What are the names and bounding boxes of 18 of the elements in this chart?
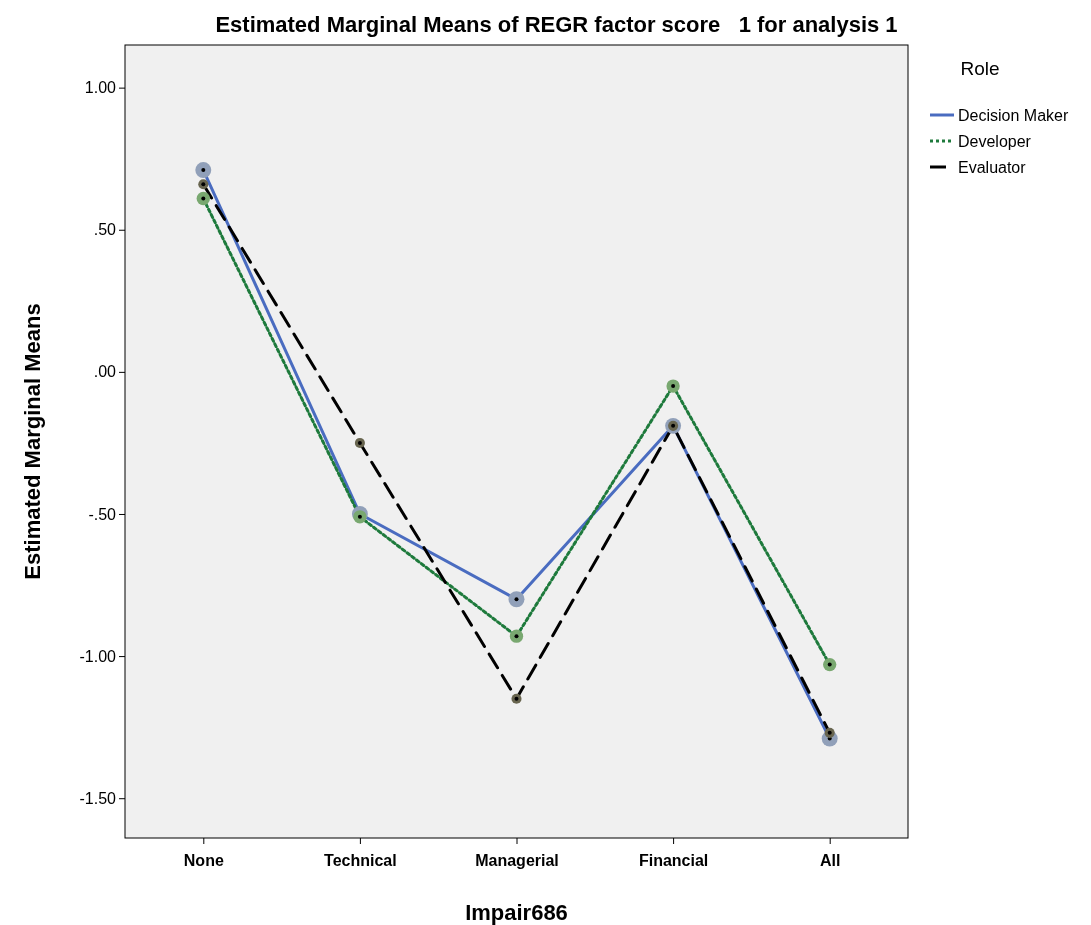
y-tick-label: -.50 xyxy=(88,505,117,523)
x-axis-title: Impair686 xyxy=(465,900,568,925)
y-tick-label: .50 xyxy=(93,221,117,239)
y-axis-title: Estimated Marginal Means xyxy=(20,303,45,580)
legend-label: Decision Maker xyxy=(958,107,1069,124)
y-tick-label: 1.00 xyxy=(84,79,117,97)
legend-title: Role xyxy=(960,58,1000,79)
x-tick-label: Technical xyxy=(324,852,397,870)
x-tick-label: All xyxy=(819,852,841,870)
x-tick-label: Financial xyxy=(638,852,709,870)
y-tick-label: -1.00 xyxy=(79,647,117,665)
y-tick-label: .00 xyxy=(93,363,117,381)
chart-title: Estimated Marginal Means of REGR factor score 1 for analysis 1 xyxy=(215,12,898,37)
y-tick-label: -1.50 xyxy=(79,789,117,807)
x-tick-label: Managerial xyxy=(475,852,559,870)
x-tick-label: None xyxy=(183,852,224,870)
legend-label: Evaluator xyxy=(958,159,1027,176)
legend-label: Developer xyxy=(958,133,1032,150)
